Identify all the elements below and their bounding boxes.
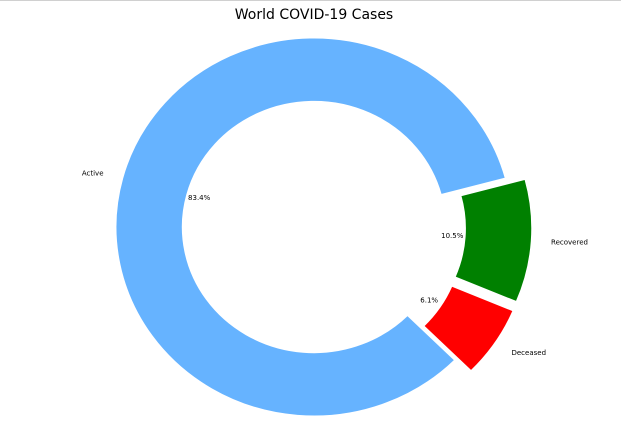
- chart-title: World COVID-19 Cases: [235, 7, 393, 23]
- donut-slices: [115, 37, 533, 417]
- pct-label-active: 83.4%: [188, 194, 211, 202]
- label-deceased: Deceased: [511, 349, 546, 357]
- slice-recovered: [454, 178, 533, 303]
- slice-labels: Active 83.4% Deceased 6.1% Recovered 10.5%: [82, 170, 588, 357]
- slice-deceased: [423, 285, 514, 372]
- pct-label-recovered: 10.5%: [441, 232, 464, 240]
- slice-active: [115, 37, 506, 417]
- label-active: Active: [82, 170, 104, 178]
- label-recovered: Recovered: [551, 238, 588, 246]
- pct-label-deceased: 6.1%: [420, 297, 438, 305]
- top-border: [0, 0, 621, 1]
